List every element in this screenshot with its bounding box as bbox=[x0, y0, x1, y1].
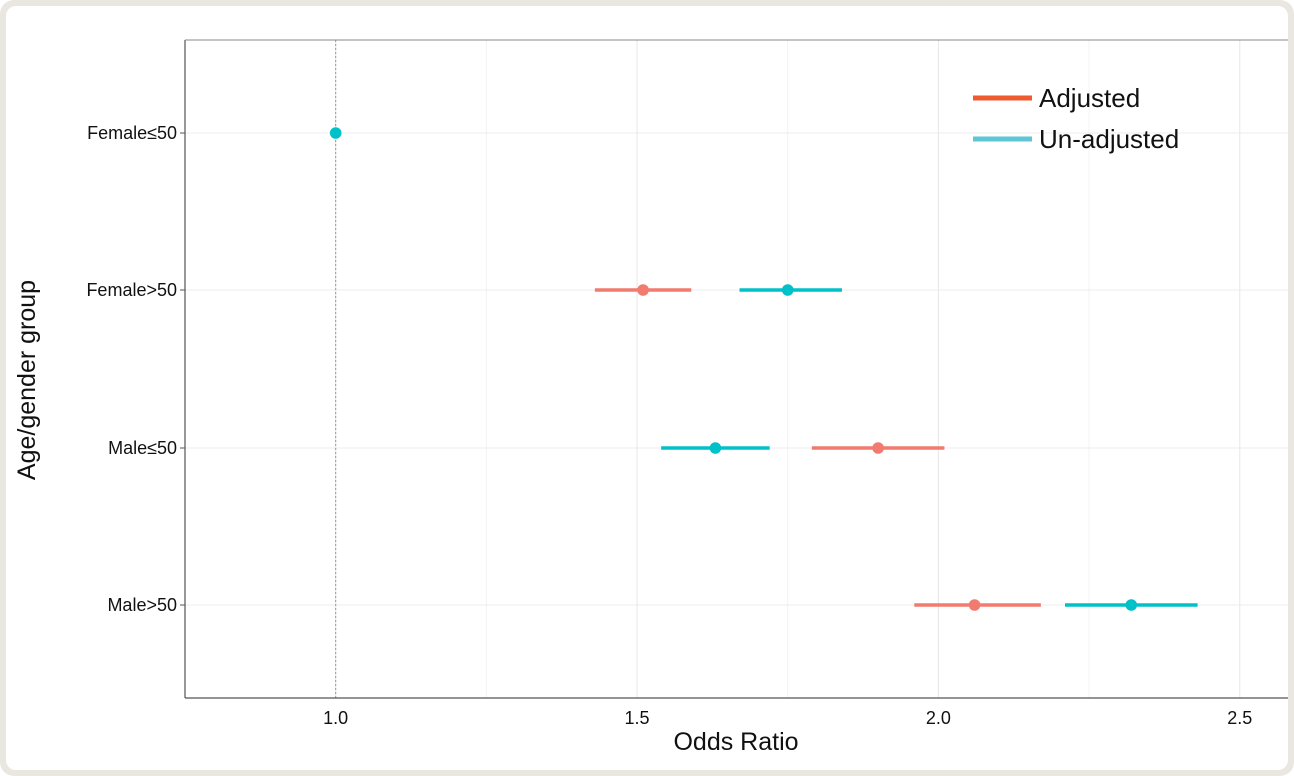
y-axis-title: Age/gender group bbox=[13, 280, 41, 480]
point-estimate bbox=[1125, 599, 1138, 611]
axis-layer: 1.0 1.5 2.0 2.5 Female≤50 Female>50 Male≤50 Mal… bbox=[13, 39, 1288, 756]
x-tick-label: 1.0 bbox=[323, 708, 348, 728]
mark-layer bbox=[329, 127, 1198, 611]
point-estimate bbox=[872, 442, 884, 454]
point-estimate bbox=[709, 442, 722, 454]
x-tick-label: 1.5 bbox=[625, 708, 650, 728]
x-axis-title: Odds Ratio bbox=[673, 728, 798, 756]
point-estimate bbox=[637, 284, 649, 296]
x-tick-label: 2.0 bbox=[926, 708, 951, 728]
y-tick-label: Male>50 bbox=[107, 595, 177, 615]
y-tick-label: Female≤50 bbox=[87, 123, 177, 143]
x-tick-label: 2.5 bbox=[1227, 708, 1252, 728]
point-estimate bbox=[968, 599, 981, 611]
legend-label: Adjusted bbox=[1039, 83, 1140, 113]
y-tick-label: Male≤50 bbox=[108, 438, 177, 458]
point-estimate bbox=[781, 284, 794, 296]
legend: Adjusted Un-adjusted bbox=[973, 83, 1179, 154]
point-estimate bbox=[329, 127, 342, 139]
legend-label: Un-adjusted bbox=[1039, 124, 1179, 154]
y-tick-label: Female>50 bbox=[86, 280, 177, 300]
grid-layer bbox=[185, 40, 1288, 698]
